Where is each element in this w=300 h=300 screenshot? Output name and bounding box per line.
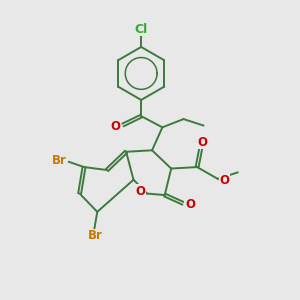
Text: Br: Br bbox=[52, 154, 67, 167]
Text: O: O bbox=[136, 185, 146, 198]
Text: O: O bbox=[219, 174, 229, 187]
Text: O: O bbox=[110, 120, 121, 133]
Text: Br: Br bbox=[88, 230, 102, 242]
Text: O: O bbox=[185, 198, 195, 211]
Text: Cl: Cl bbox=[134, 23, 148, 36]
Text: O: O bbox=[197, 136, 207, 149]
